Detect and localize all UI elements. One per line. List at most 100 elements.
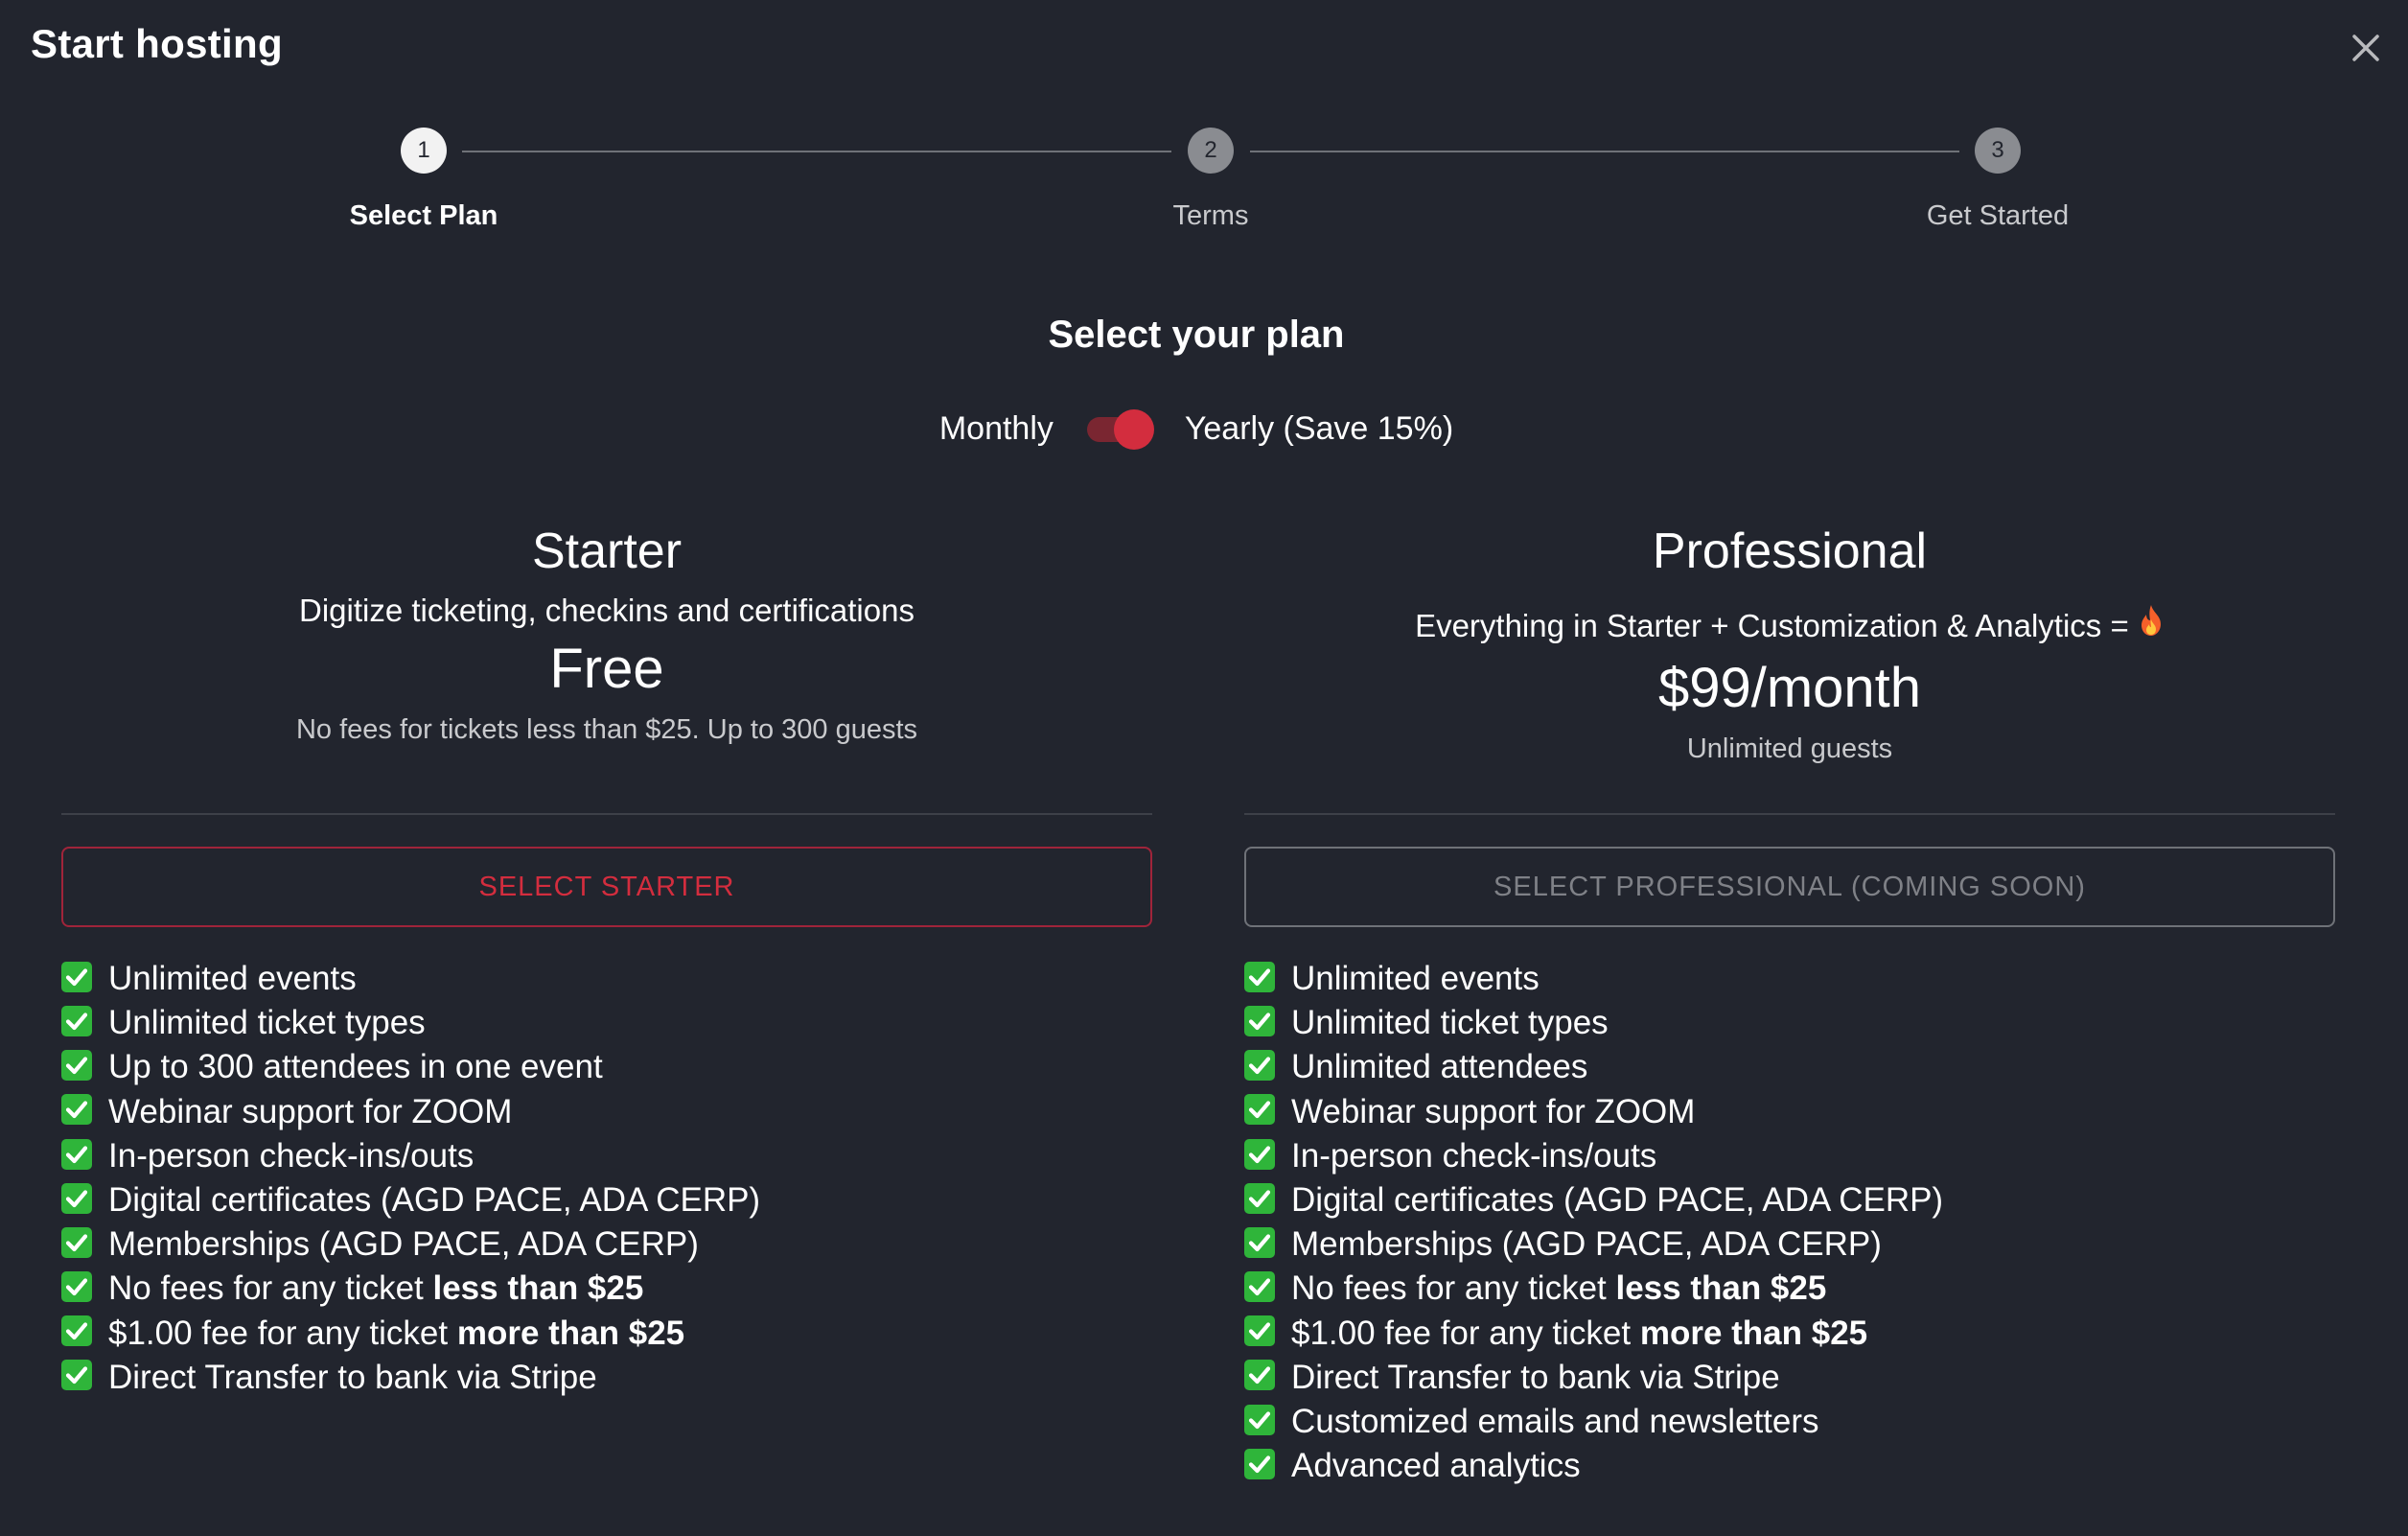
feature-item: Customized emails and newsletters [1244, 1400, 1943, 1444]
yearly-label[interactable]: Yearly (Save 15%) [1184, 409, 1454, 447]
check-mark-icon [1244, 961, 1275, 992]
check-mark-icon [61, 1094, 92, 1126]
check-mark-icon [61, 1050, 92, 1082]
billing-period-switch[interactable] [1083, 409, 1155, 451]
feature-text: $1.00 fee for any ticket [108, 1314, 457, 1352]
monthly-label[interactable]: Monthly [938, 409, 1054, 447]
check-mark-icon [61, 1315, 92, 1347]
feature-text: Direct Transfer to bank via Stripe [1291, 1358, 1780, 1396]
plan-name: Starter [531, 524, 683, 579]
feature-text-emphasis: less than $25 [1615, 1269, 1827, 1308]
step-label: Select Plan [349, 200, 498, 231]
feature-item: Webinar support for ZOOM [61, 1090, 760, 1134]
divider [1244, 813, 2335, 815]
check-mark-icon [61, 1360, 92, 1391]
feature-item: In-person check-ins/outs [1244, 1134, 1943, 1178]
feature-item: Direct Transfer to bank via Stripe [1244, 1356, 1943, 1400]
feature-list: Unlimited events Unlimited ticket types Up… [61, 957, 760, 1400]
select-professional-button[interactable]: SELECT PROFESSIONAL (COMING SOON) [1244, 847, 2335, 927]
check-mark-icon [1244, 1138, 1275, 1170]
check-mark-icon [1244, 1404, 1275, 1435]
billing-period-toggle-row: Monthly Yearly (Save 15%) [0, 408, 2393, 451]
feature-text: Digital certificates (AGD PACE, ADA CERP… [1291, 1180, 1944, 1219]
feature-text: Direct Transfer to bank via Stripe [108, 1358, 597, 1396]
feature-item: Digital certificates (AGD PACE, ADA CERP… [61, 1178, 760, 1222]
feature-text: Up to 300 attendees in one event [108, 1048, 603, 1086]
check-mark-icon [1244, 1271, 1275, 1303]
plan-price: Free [549, 638, 664, 700]
plan-note: No fees for tickets less than $25. Up to… [295, 714, 918, 745]
feature-item: Direct Transfer to bank via Stripe [61, 1356, 760, 1400]
check-mark-icon [1244, 1094, 1275, 1126]
feature-text: Unlimited events [1291, 960, 1540, 997]
switch-thumb [1114, 409, 1155, 451]
plan-description: Everything in Starter + Customization & … [1415, 608, 2129, 643]
feature-text: $1.00 fee for any ticket [1291, 1314, 1640, 1352]
feature-text: Unlimited events [108, 960, 357, 997]
feature-text-emphasis: more than $25 [1639, 1314, 1868, 1352]
feature-item: Webinar support for ZOOM [1244, 1090, 1943, 1134]
stepper: 1 Select Plan 2 Terms 3 Get Started [0, 0, 2408, 249]
select-starter-button[interactable]: SELECT STARTER [61, 847, 1152, 927]
feature-text: Unlimited ticket types [108, 1004, 426, 1042]
feature-item: Unlimited ticket types [61, 1001, 760, 1045]
feature-text-emphasis: less than $25 [432, 1269, 644, 1308]
feature-text: Memberships (AGD PACE, ADA CERP) [1291, 1225, 1882, 1264]
feature-list: Unlimited events Unlimited ticket types Un… [1244, 957, 1943, 1488]
feature-item: $1.00 fee for any ticket more than $25 [61, 1312, 760, 1356]
feature-item: Up to 300 attendees in one event [61, 1045, 760, 1089]
plan-note: Unlimited guests [1686, 733, 1893, 765]
step-number: 3 [1975, 128, 2021, 174]
check-mark-icon [61, 1226, 92, 1258]
check-mark-icon [1244, 1360, 1275, 1391]
feature-text: In-person check-ins/outs [1291, 1136, 1657, 1175]
feature-item: Memberships (AGD PACE, ADA CERP) [1244, 1222, 1943, 1267]
plan-description: Digitize ticketing, checkins and certifi… [299, 593, 915, 628]
feature-text: Memberships (AGD PACE, ADA CERP) [108, 1225, 699, 1264]
feature-text: Advanced analytics [1291, 1447, 1581, 1485]
feature-item: Unlimited ticket types [1244, 1001, 1943, 1045]
check-mark-icon [1244, 1050, 1275, 1082]
divider [61, 813, 1152, 815]
plan-name: Professional [1652, 524, 1928, 579]
feature-text: Webinar support for ZOOM [1291, 1092, 1696, 1130]
fire-icon [2138, 604, 2165, 644]
check-mark-icon [61, 1182, 92, 1214]
feature-item: In-person check-ins/outs [61, 1134, 760, 1178]
feature-item: $1.00 fee for any ticket more than $25 [1244, 1312, 1943, 1356]
check-mark-icon [1244, 1005, 1275, 1036]
select-plan-heading: Select your plan [1048, 314, 1345, 356]
check-mark-icon [1244, 1315, 1275, 1347]
feature-text: Customized emails and newsletters [1291, 1402, 1819, 1440]
plan-card-starter: Starter Digitize ticketing, checkins and… [61, 518, 1152, 1396]
feature-item: No fees for any ticket less than $25 [61, 1267, 760, 1311]
feature-text: Unlimited ticket types [1291, 1004, 1609, 1042]
step-number: 1 [401, 128, 447, 174]
feature-item: Memberships (AGD PACE, ADA CERP) [61, 1222, 760, 1267]
dialog-title: Start hosting [31, 21, 283, 66]
close-button[interactable] [2345, 27, 2387, 69]
feature-item: Unlimited events [61, 957, 760, 1001]
feature-text: No fees for any ticket [1291, 1269, 1616, 1308]
check-mark-icon [1244, 1448, 1275, 1479]
feature-text-emphasis: more than $25 [456, 1314, 685, 1352]
feature-text: No fees for any ticket [108, 1269, 433, 1308]
feature-item: No fees for any ticket less than $25 [1244, 1267, 1943, 1311]
check-mark-icon [61, 1005, 92, 1036]
step-terms: 2 Terms [1019, 128, 1402, 232]
close-icon [2352, 35, 2379, 61]
feature-text: Unlimited attendees [1291, 1048, 1588, 1086]
feature-item: Unlimited events [1244, 957, 1943, 1001]
plan-description-row: Everything in Starter + Customization & … [1244, 605, 2335, 648]
feature-item: Digital certificates (AGD PACE, ADA CERP… [1244, 1178, 1943, 1222]
check-mark-icon [61, 961, 92, 992]
plan-card-professional: Professional Everything in Starter + Cus… [1244, 518, 2335, 1484]
feature-text: In-person check-ins/outs [108, 1136, 475, 1175]
step-select-plan: 1 Select Plan [232, 128, 615, 232]
check-mark-icon [61, 1138, 92, 1170]
feature-item: Unlimited attendees [1244, 1045, 1943, 1089]
step-label: Get Started [1926, 200, 2070, 231]
step-label: Terms [1172, 200, 1249, 231]
feature-text: Webinar support for ZOOM [108, 1092, 513, 1130]
